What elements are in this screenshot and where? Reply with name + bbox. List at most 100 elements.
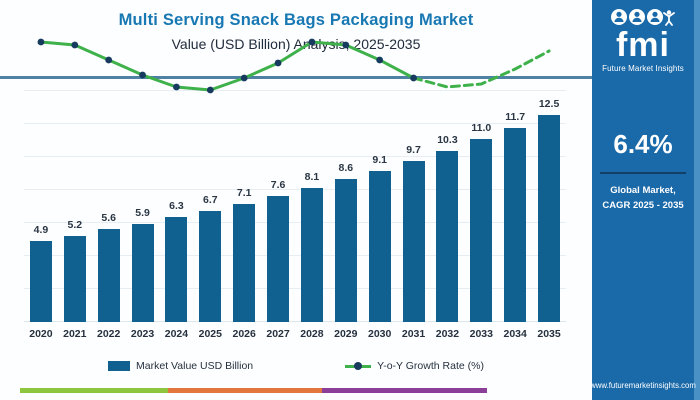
brand-side-panel: fmi Future Market Insights 6.4% Global M…	[590, 0, 700, 400]
website-link[interactable]: www.futuremarketinsights.com	[590, 381, 696, 390]
growth-point-2025	[206, 86, 214, 94]
bar-value-label-2027: 7.6	[270, 178, 286, 191]
page-title: Multi Serving Snack Bags Packaging Marke…	[118, 11, 474, 29]
year-label-2031: 2031	[401, 328, 426, 340]
gridline	[24, 288, 566, 289]
stripe-green-segment	[20, 388, 168, 393]
growth-point-2030	[376, 56, 384, 64]
gridline	[24, 156, 566, 157]
year-label-2022: 2022	[97, 328, 121, 340]
year-label-2033: 2033	[469, 328, 493, 340]
page-subtitle: Value (USD Billion) Analysis, 2025-2035	[171, 36, 421, 52]
gridline	[24, 90, 566, 91]
logo-tagline: Future Market Insights	[602, 63, 684, 73]
people-icons	[610, 9, 675, 26]
bar-2021	[63, 235, 86, 322]
bar-2032	[436, 151, 459, 322]
gridline	[24, 255, 566, 256]
year-label-2024: 2024	[164, 328, 189, 340]
bar-2029	[334, 179, 357, 322]
bar-2028	[300, 187, 323, 322]
panel-divider	[600, 171, 686, 174]
x-axis-line	[24, 321, 566, 322]
gridline	[24, 222, 566, 223]
fmi-logo: fmi Future Market Insights	[602, 8, 684, 73]
cagr-caption: Global Market, CAGR 2025 - 2035	[602, 184, 683, 213]
year-label-2027: 2027	[266, 328, 290, 340]
growth-point-2028	[308, 38, 316, 46]
legend-item-growth-rate: Y-o-Y Growth Rate (%)	[345, 360, 484, 372]
cagr-value: 6.4%	[613, 128, 673, 159]
bar-value-label-2022: 5.6	[101, 212, 116, 225]
growth-point-2022	[105, 56, 113, 64]
bar-value-label-2030: 9.1	[372, 153, 387, 166]
growth-point-2021	[71, 41, 79, 49]
growth-point-2026	[240, 74, 248, 82]
year-label-2030: 2030	[368, 328, 392, 340]
bar-value-label-2032: 10.3	[437, 134, 458, 147]
legend-label: Y-o-Y Growth Rate (%)	[377, 360, 484, 372]
bar-2026	[233, 204, 256, 322]
cagr-caption-line2: CAGR 2025 - 2035	[602, 199, 684, 211]
chart-plot-area: 4.9 5.2 5.6 5.9 6.3 6.7 7.1 7.6 8.1 8.6 9.1 9.7 10.3…	[24, 38, 566, 322]
bar-2031	[402, 160, 425, 322]
chart-section: Multi Serving Snack Bags Packaging Marke…	[0, 0, 592, 393]
bar-swatch-icon	[108, 361, 131, 371]
bar-2023	[131, 224, 154, 322]
cagr-caption-line1: Global Market,	[610, 184, 676, 196]
year-label-2023: 2023	[130, 328, 155, 340]
year-label-2021: 2021	[63, 328, 87, 340]
year-label-2025: 2025	[198, 328, 222, 340]
bar-2035	[538, 114, 561, 322]
year-label-2029: 2029	[334, 328, 358, 340]
growth-point-2023	[139, 71, 146, 79]
legend-item-market-value: Market Value USD Billion	[108, 360, 253, 372]
bar-2030	[368, 170, 391, 322]
bar-value-label-2025: 6.7	[203, 193, 218, 206]
bar-2024	[165, 217, 188, 322]
bar-value-label-2035: 12.5	[538, 97, 560, 110]
bar-2022	[97, 229, 120, 322]
bar-value-label-2024: 6.3	[169, 200, 184, 213]
gridline	[24, 189, 566, 190]
gridline	[24, 123, 566, 124]
bar-value-label-2028: 8.1	[304, 170, 320, 183]
bar-value-label-2026: 7.1	[236, 187, 252, 200]
line-swatch-icon	[345, 362, 372, 370]
legend-label: Market Value USD Billion	[136, 360, 254, 372]
chart-legend: Market Value USD Billion Y-o-Y Growth Ra…	[0, 360, 592, 372]
bar-2034	[504, 127, 527, 322]
bar-value-label-2031: 9.7	[406, 143, 421, 156]
year-label-2020: 2020	[29, 328, 53, 340]
growth-line-dashed-segment	[412, 49, 551, 89]
bar-value-label-2023: 5.9	[135, 207, 150, 220]
year-label-2032: 2032	[435, 328, 460, 340]
year-label-2035: 2035	[537, 328, 561, 340]
growth-point-2027	[274, 59, 282, 67]
growth-line-solid-segment	[39, 40, 416, 92]
bar-value-label-2033: 11.0	[471, 122, 492, 135]
logo-wordmark: fmi	[615, 26, 670, 64]
year-label-2026: 2026	[232, 328, 256, 340]
bar-2027	[267, 195, 290, 322]
stripe-purple-segment	[322, 388, 487, 393]
marker-dot-icon	[354, 362, 363, 370]
bar-2033	[470, 139, 493, 322]
year-label-2028: 2028	[300, 328, 324, 340]
growth-point-2024	[173, 83, 180, 91]
bar-value-label-2021: 5.2	[67, 218, 83, 231]
chart-header: Multi Serving Snack Bags Packaging Marke…	[0, 0, 592, 76]
growth-point-2020	[37, 38, 45, 46]
bar-2025	[199, 210, 222, 322]
growth-point-2031	[410, 74, 417, 82]
growth-rate-line	[37, 38, 551, 94]
x-axis-labels: 2020 2021 2022 2023 2024 2025 2026 2027 2028 2029…	[24, 328, 566, 340]
bar-2020	[29, 240, 52, 322]
stripe-orange-segment	[168, 388, 322, 393]
bar-value-label-2034: 11.7	[505, 110, 526, 123]
growth-point-2029	[342, 41, 350, 49]
bar-value-label-2029: 8.6	[338, 162, 354, 175]
header-divider	[0, 76, 592, 79]
year-label-2034: 2034	[503, 328, 527, 340]
